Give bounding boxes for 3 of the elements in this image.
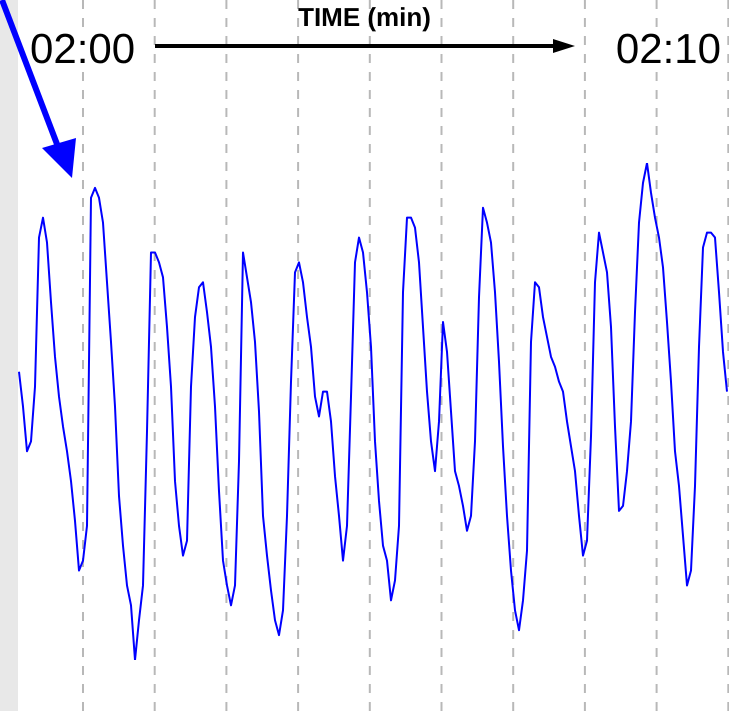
- chart-title: TIME (min): [298, 2, 431, 32]
- text: 02:00: [30, 25, 136, 72]
- text: 02:10: [616, 25, 721, 72]
